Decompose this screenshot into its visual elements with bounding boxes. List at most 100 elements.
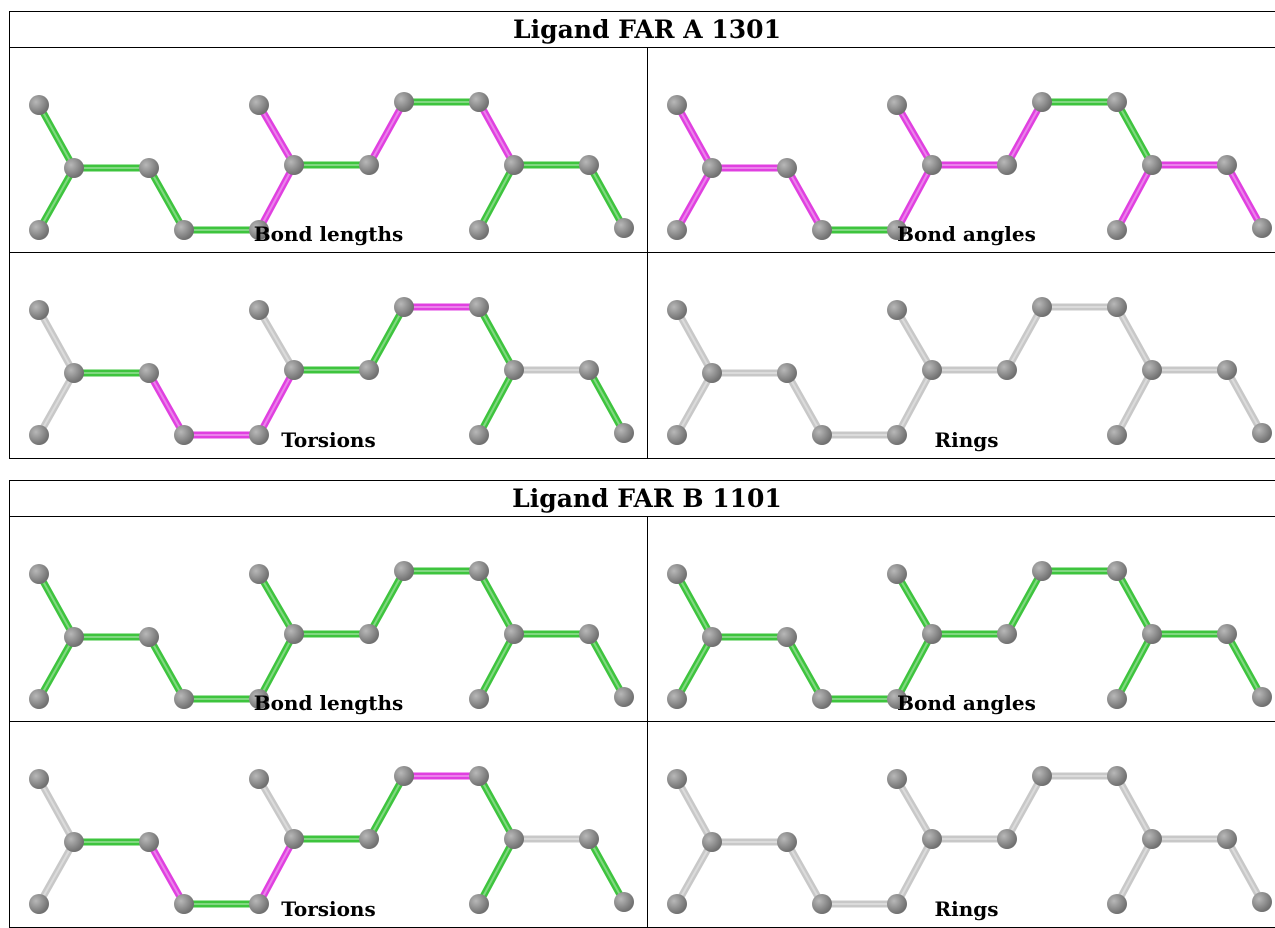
atom-10 (469, 561, 489, 581)
atom-6 (284, 624, 304, 644)
atom-6 (922, 360, 942, 380)
atom-2 (29, 894, 49, 914)
atom-2 (29, 425, 49, 445)
bond-5-6 (255, 366, 298, 439)
bond-3-4 (145, 633, 188, 703)
bond-11-12 (475, 366, 518, 439)
bond-5-6 (255, 630, 298, 703)
molecule-diagram (667, 766, 1272, 914)
bond-3-4 (145, 838, 188, 908)
atom-4 (174, 689, 194, 709)
bond-10-11 (475, 303, 518, 374)
atom-8 (997, 360, 1017, 380)
atom-8 (359, 624, 379, 644)
bond-10-11 (1113, 772, 1156, 843)
atom-10 (469, 297, 489, 317)
atom-4 (812, 689, 832, 709)
bond-8-9 (1003, 303, 1046, 374)
bond-11-12 (1113, 835, 1156, 908)
bond-0-1 (35, 775, 78, 846)
bond-10-11 (1113, 303, 1156, 374)
bond-0-1 (35, 101, 78, 172)
bond-13-14 (585, 630, 628, 701)
atom-2 (667, 425, 687, 445)
bond-3-4 (783, 838, 826, 908)
atom-5 (249, 894, 269, 914)
atom-9 (394, 92, 414, 112)
atom-3 (777, 627, 797, 647)
bond-8-9 (365, 303, 408, 374)
bond-1-2 (35, 369, 78, 439)
bond-5-6 (255, 835, 298, 908)
bond-8-9 (365, 567, 408, 638)
atom-1 (64, 363, 84, 383)
bond-13-14 (1223, 161, 1266, 232)
atom-3 (139, 627, 159, 647)
atom-10 (1107, 766, 1127, 786)
bond-1-2 (673, 369, 716, 439)
bond-3-4 (783, 164, 826, 234)
panel-rings: Rings (648, 253, 1275, 458)
atom-3 (777, 158, 797, 178)
atom-5 (249, 220, 269, 240)
atom-1 (702, 832, 722, 852)
panel-rings: Rings (648, 722, 1275, 927)
bond-0-1 (35, 306, 78, 377)
atom-8 (359, 155, 379, 175)
atom-6 (284, 829, 304, 849)
molecule-diagram (29, 766, 634, 914)
atom-11 (1142, 155, 1162, 175)
atom-7 (887, 300, 907, 320)
panel-torsions: Torsions (10, 253, 648, 458)
atom-10 (1107, 297, 1127, 317)
bond-3-4 (783, 369, 826, 439)
bond-11-12 (475, 835, 518, 908)
bond-0-1 (673, 775, 716, 846)
bond-10-11 (475, 772, 518, 843)
panel-bond-angles: Bond angles (648, 517, 1275, 722)
atom-9 (1032, 92, 1052, 112)
atom-14 (614, 892, 634, 912)
atom-9 (394, 561, 414, 581)
atom-3 (139, 158, 159, 178)
atom-4 (174, 220, 194, 240)
atom-1 (64, 832, 84, 852)
atom-2 (29, 220, 49, 240)
ligand-table-1: Ligand FAR A 1301 Bond lengths Bond angl… (9, 11, 1275, 459)
bond-1-2 (35, 838, 78, 908)
ligand-table-2: Ligand FAR B 1101 Bond lengths Bond angl… (9, 480, 1275, 928)
bond-1-2 (673, 164, 716, 234)
atom-10 (1107, 561, 1127, 581)
molecule-diagram (29, 92, 634, 240)
atom-12 (469, 425, 489, 445)
bond-13-14 (1223, 630, 1266, 701)
atom-5 (887, 894, 907, 914)
atom-5 (887, 425, 907, 445)
atom-11 (504, 360, 524, 380)
atom-8 (359, 829, 379, 849)
molecule-diagram (667, 297, 1272, 445)
atom-5 (249, 425, 269, 445)
panel-bond-lengths: Bond lengths (10, 48, 648, 253)
atom-5 (249, 689, 269, 709)
atom-6 (922, 624, 942, 644)
bond-13-14 (1223, 835, 1266, 906)
atom-9 (1032, 297, 1052, 317)
atom-13 (1217, 624, 1237, 644)
bond-5-6 (893, 630, 936, 703)
bond-3-4 (145, 369, 188, 439)
atom-7 (249, 95, 269, 115)
bond-13-14 (585, 835, 628, 906)
bond-5-6 (893, 366, 936, 439)
atom-9 (394, 766, 414, 786)
bond-5-6 (893, 835, 936, 908)
bond-5-6 (255, 161, 298, 234)
atom-1 (702, 363, 722, 383)
atom-7 (249, 300, 269, 320)
atom-6 (922, 155, 942, 175)
atom-14 (1252, 892, 1272, 912)
panel-bond-lengths: Bond lengths (10, 517, 648, 722)
atom-8 (359, 360, 379, 380)
atom-1 (64, 627, 84, 647)
atom-12 (1107, 689, 1127, 709)
